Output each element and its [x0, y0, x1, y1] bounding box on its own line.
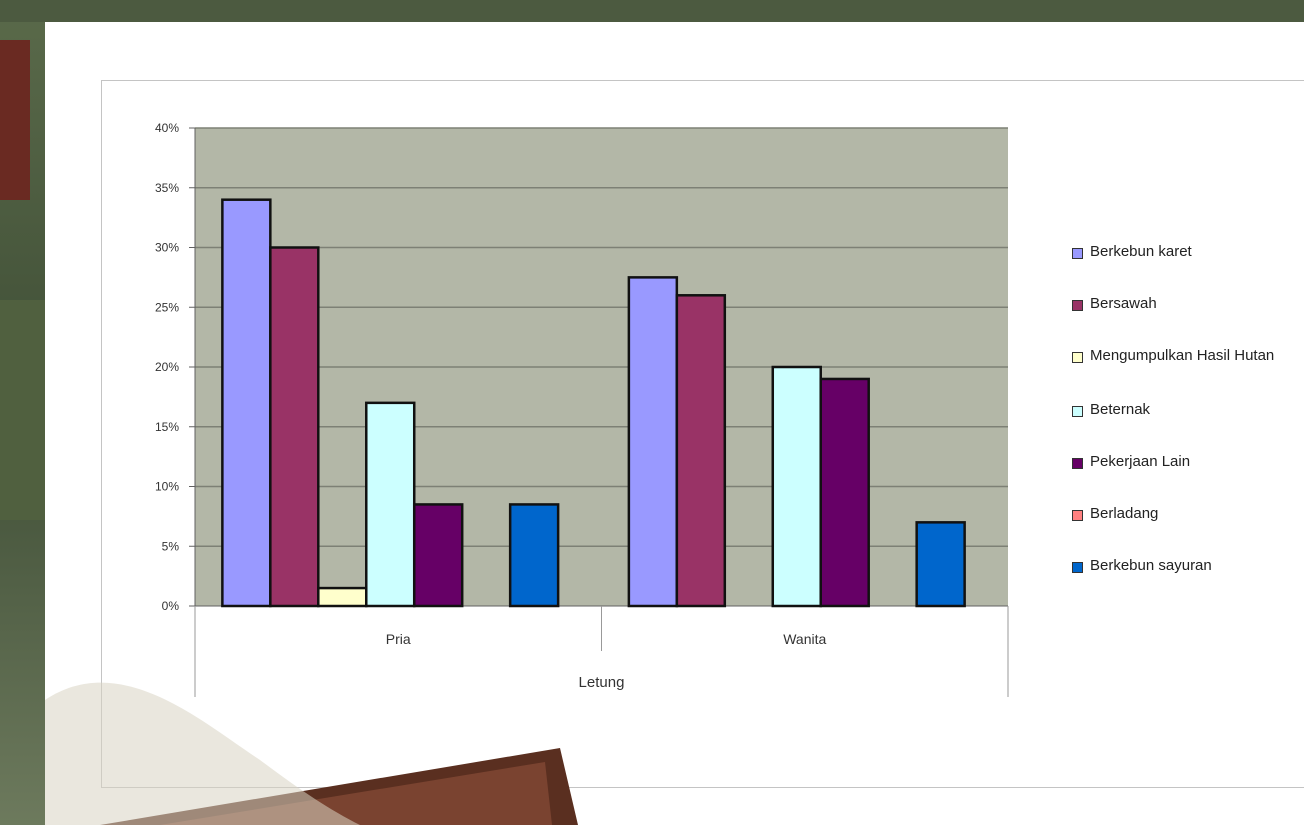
legend-swatch: [1072, 248, 1083, 259]
legend-swatch: [1072, 510, 1083, 521]
bar: [915, 521, 966, 608]
legend-swatch: [1072, 300, 1083, 311]
x-category-label: Pria: [386, 631, 411, 647]
legend-item: Mengumpulkan Hasil Hutan: [1072, 348, 1290, 364]
y-tick-label: 0%: [162, 599, 180, 613]
y-tick-label: 40%: [155, 121, 179, 135]
legend-label: Berkebun karet: [1090, 243, 1192, 260]
bar: [508, 503, 560, 608]
legend-swatch: [1072, 406, 1083, 417]
x-category-label: Wanita: [783, 631, 826, 647]
legend-swatch: [1072, 458, 1083, 469]
y-tick-label: 5%: [162, 539, 180, 553]
legend-label: Berkebun sayuran: [1090, 557, 1212, 574]
bar: [269, 246, 320, 608]
legend-item: Beternak: [1072, 402, 1290, 418]
y-tick-label: 30%: [155, 241, 179, 255]
legend-swatch: [1072, 352, 1083, 363]
y-tick-label: 10%: [155, 480, 179, 494]
x-axis-title: Letung: [579, 674, 625, 691]
bar: [365, 401, 416, 608]
legend-label: Mengumpulkan Hasil Hutan: [1090, 347, 1275, 364]
legend-label: Berladang: [1090, 505, 1159, 522]
legend-swatch: [1072, 562, 1083, 573]
y-tick-label: 20%: [155, 360, 179, 374]
bar: [675, 294, 727, 608]
legend-label: Beternak: [1090, 401, 1151, 418]
bar: [627, 276, 679, 608]
bar: [317, 586, 368, 608]
chart-area: [101, 80, 1304, 788]
y-tick-label: 35%: [155, 181, 179, 195]
legend-item: Bersawah: [1072, 296, 1290, 312]
bar: [819, 377, 870, 608]
legend-item: Pekerjaan Lain: [1072, 454, 1290, 470]
legend-item: Berkebun sayuran: [1072, 558, 1290, 574]
legend-item: Berladang: [1072, 506, 1290, 522]
legend-item: Berkebun karet: [1072, 244, 1290, 260]
y-tick-label: 25%: [155, 300, 179, 314]
bar: [221, 198, 272, 608]
bar: [412, 503, 464, 608]
legend-label: Pekerjaan Lain: [1090, 453, 1191, 470]
y-tick-label: 15%: [155, 420, 179, 434]
legend-label: Bersawah: [1090, 295, 1157, 312]
bar: [771, 365, 822, 608]
